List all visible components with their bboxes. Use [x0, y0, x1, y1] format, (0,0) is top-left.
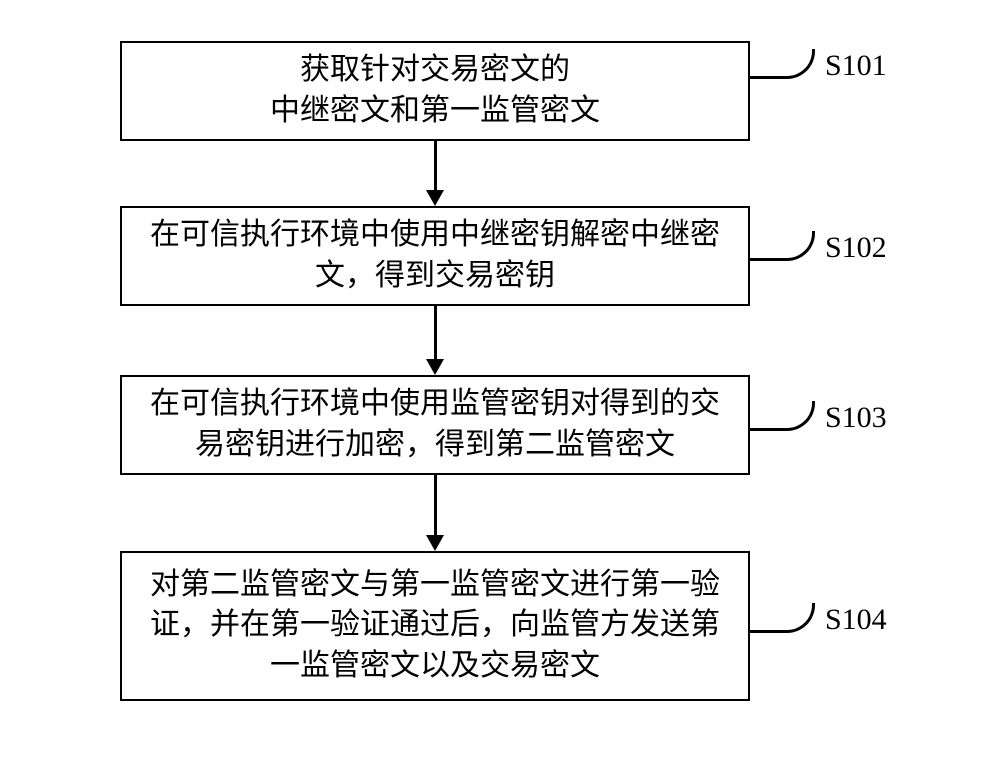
- step-label-s4: S104: [825, 603, 887, 637]
- arrow-head-icon: [426, 535, 444, 551]
- flow-node-text: 在可信执行环境中使用监管密钥对得到的交 易密钥进行加密，得到第二监管密文: [150, 384, 720, 465]
- arrow-head-icon: [426, 190, 444, 206]
- flowchart: 获取针对交易密文的 中继密文和第一监管密文在可信执行环境中使用中继密钥解密中继密…: [50, 31, 950, 731]
- arrow-head-icon: [426, 359, 444, 375]
- step-label-s1: S101: [825, 49, 887, 83]
- label-connector: [750, 49, 815, 79]
- flow-node-text: 在可信执行环境中使用中继密钥解密中继密 文，得到交易密钥: [150, 215, 720, 296]
- arrow-line: [434, 306, 437, 361]
- arrow-line: [434, 141, 437, 192]
- label-connector: [750, 603, 815, 633]
- flow-node-n3: 在可信执行环境中使用监管密钥对得到的交 易密钥进行加密，得到第二监管密文: [120, 375, 750, 475]
- flow-node-text: 对第二监管密文与第一监管密文进行第一验 证，并在第一验证通过后，向监管方发送第 …: [150, 565, 720, 687]
- step-label-s3: S103: [825, 401, 887, 435]
- flow-node-n2: 在可信执行环境中使用中继密钥解密中继密 文，得到交易密钥: [120, 206, 750, 306]
- flow-node-text: 获取针对交易密文的 中继密文和第一监管密文: [270, 50, 600, 131]
- flow-node-n4: 对第二监管密文与第一监管密文进行第一验 证，并在第一验证通过后，向监管方发送第 …: [120, 551, 750, 701]
- step-label-s2: S102: [825, 231, 887, 265]
- label-connector: [750, 401, 815, 431]
- arrow-line: [434, 475, 437, 537]
- flow-node-n1: 获取针对交易密文的 中继密文和第一监管密文: [120, 41, 750, 141]
- label-connector: [750, 231, 815, 261]
